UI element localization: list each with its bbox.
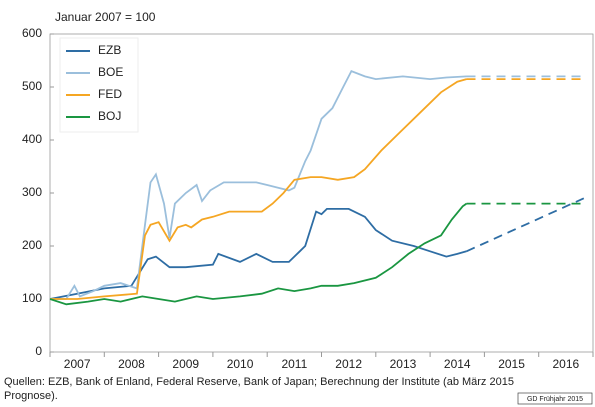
y-tick-label: 200 [22,238,42,252]
y-tick-label: 0 [35,344,42,358]
legend-label: BOJ [98,109,121,123]
y-tick-label: 600 [22,26,42,40]
series-line [50,69,467,300]
y-tick-label: 300 [22,185,42,199]
series-line [49,208,467,300]
legend-label: EZB [98,43,121,57]
x-tick-label: 2007 [64,357,91,371]
legend-label: FED [98,87,122,101]
x-tick-label: 2016 [552,357,579,371]
x-tick-label: 2015 [498,357,525,371]
y-tick-label: 100 [22,291,42,305]
x-tick-label: 2010 [227,357,254,371]
x-tick-label: 2011 [281,357,307,371]
series-line [49,202,468,306]
x-tick-label: 2009 [172,357,199,371]
chart-subtitle: Januar 2007 = 100 [55,10,156,24]
x-tick-label: 2014 [444,357,471,371]
y-tick-label: 400 [22,132,42,146]
source-line: Prognose). [4,390,58,402]
credit-box [517,392,593,405]
x-tick-label: 2013 [390,357,417,371]
series-line [50,78,467,300]
legend-label: BOE [98,65,123,79]
credit: GD Frühjahr 2015 [527,396,583,403]
x-tick-label: 2012 [335,357,362,371]
y-tick-label: 500 [22,79,42,93]
forecast-line [466,197,585,253]
x-tick-label: 2008 [118,357,145,371]
source-line: Quellen: EZB, Bank of Enland, Federal Re… [4,376,514,388]
